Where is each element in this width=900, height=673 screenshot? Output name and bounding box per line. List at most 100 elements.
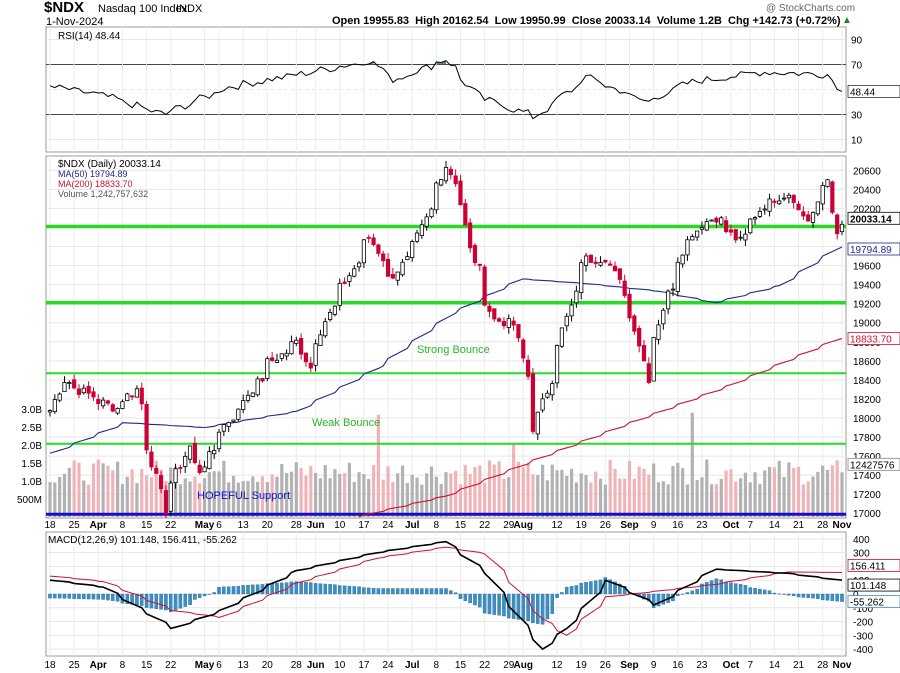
volume-bar (439, 483, 443, 517)
price-tick-label: 19600 (853, 262, 881, 273)
rsi-value-tag-text: 48.44 (850, 87, 875, 98)
candle-body (675, 261, 680, 292)
candle-body (352, 268, 357, 277)
weak-bounce-label: Weak Bounce (312, 417, 380, 429)
x-axis-label: 20 (262, 520, 274, 531)
macd-histogram-bar (593, 580, 598, 595)
candle-body (588, 254, 593, 263)
candle-body (202, 466, 207, 473)
macd-histogram-bar (96, 593, 101, 600)
candle-body (105, 400, 111, 404)
volume-bar (96, 459, 100, 517)
macd-tick-label: -100 (853, 604, 873, 615)
candle-body (86, 385, 91, 394)
ma200-value-tag-text: 18833.70 (850, 335, 892, 346)
macd-tick-label: 400 (853, 535, 870, 546)
volume-tick-label: 1.0B (21, 477, 42, 488)
candle-body (530, 373, 536, 432)
price-tick-label: 19000 (853, 319, 881, 330)
volume-bar (260, 476, 265, 517)
candle-body (236, 408, 241, 420)
candle-body (419, 224, 424, 237)
candle-body (96, 399, 101, 404)
x-axis-label: 8 (120, 520, 126, 531)
volume-bars (48, 412, 844, 517)
candle-body (641, 345, 647, 362)
candle-body (279, 353, 284, 359)
candle-body (458, 180, 463, 206)
macd-histogram-bar (753, 588, 757, 595)
candle-body (786, 194, 791, 199)
macd-histogram-bar (685, 592, 690, 595)
macd-label: MACD(12,26,9) 101.148, 156.411, -55.262 (48, 535, 237, 546)
macd-histogram-bar (540, 593, 545, 625)
volume-bar (144, 475, 149, 517)
x-axis-label: 23 (696, 520, 708, 531)
volume-bar (627, 460, 632, 517)
price-panel (45, 155, 847, 519)
x-axis-label: 16 (672, 660, 684, 671)
volume-bar (454, 470, 458, 517)
volume-bar (695, 480, 699, 517)
volume-bar (652, 463, 656, 517)
macd-histogram-bar (453, 592, 458, 595)
volume-bar (231, 475, 236, 517)
macd-histogram-bar (825, 593, 830, 601)
volume-bar (719, 478, 723, 517)
macd-histogram-bar (342, 585, 347, 595)
macd-histogram-bar (830, 593, 835, 601)
macd-histogram-bar (791, 593, 796, 596)
candle-body (284, 352, 289, 357)
macd-histogram-bar (714, 578, 719, 595)
macd-histogram-bar (656, 593, 661, 607)
price-tick-label: 20200 (853, 204, 881, 215)
macd-histogram-bar (762, 589, 767, 595)
macd-histogram-bar (53, 593, 57, 599)
volume-bar (502, 478, 506, 517)
volume-bar (135, 483, 139, 517)
candle-body (772, 200, 777, 203)
volume-bar (676, 462, 680, 517)
volume-bar (289, 471, 294, 517)
x-axis-label: 28 (817, 660, 829, 671)
macd-histogram-bar (347, 585, 352, 595)
macd-histogram-bar (521, 593, 526, 621)
volume-bar (700, 477, 704, 517)
macd-histogram-bar (608, 579, 612, 595)
candle-body (274, 359, 280, 363)
macd-histogram-bar (280, 582, 284, 595)
candle-body (835, 214, 840, 235)
volume-bar (270, 474, 274, 517)
candle-body (540, 398, 545, 411)
volume-bar (555, 470, 559, 517)
volume-bar (724, 470, 728, 517)
rsi-plot (49, 60, 843, 120)
volume-bar (53, 482, 57, 517)
candle-body (183, 455, 188, 467)
macd-histogram-bar (323, 583, 328, 595)
macd-histogram-bar (386, 588, 390, 595)
candle-body (695, 230, 700, 238)
volume-bar (560, 469, 564, 517)
volume-bar (294, 462, 298, 517)
rsi-label: RSI(14) 48.44 (58, 31, 121, 42)
x-axis-label: Apr (90, 520, 107, 531)
candle-body (429, 208, 434, 218)
volume-bar (483, 482, 487, 517)
candle-body (231, 419, 236, 422)
macd-histogram-bar (207, 593, 212, 595)
candle-body (134, 388, 140, 398)
candle-body (381, 253, 386, 262)
candle-body (830, 181, 835, 213)
macd-histogram-bar (178, 593, 183, 609)
macd-histogram-bar (333, 584, 337, 595)
x-axis-label: 24 (382, 520, 394, 531)
volume-bar (48, 482, 52, 517)
date-label: 1-Nov-2024 (46, 16, 104, 28)
macd-histogram-bar (777, 593, 781, 595)
candle-body (497, 318, 502, 322)
macd-histogram-bar (226, 586, 231, 595)
candle-body (67, 382, 72, 385)
macd-histogram-bar (613, 581, 617, 595)
price-tick-label: 17200 (853, 490, 881, 501)
